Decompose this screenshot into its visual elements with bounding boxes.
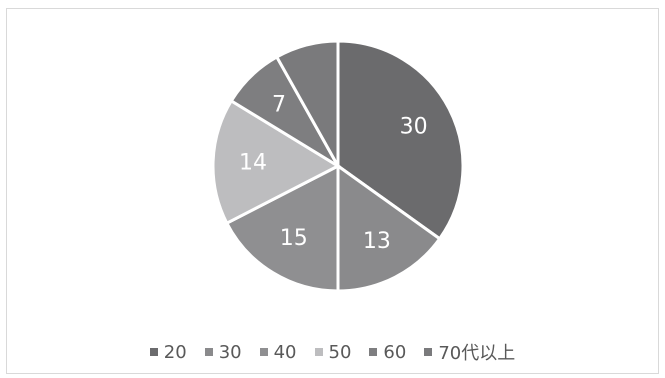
legend-swatch bbox=[369, 348, 378, 356]
pie-slice-20[interactable] bbox=[336, 39, 465, 241]
legend-item-30[interactable]: 30 bbox=[204, 341, 242, 363]
data-label-30: 13 bbox=[363, 229, 391, 254]
data-label-60: 7 bbox=[272, 92, 286, 117]
legend-item-20[interactable]: 20 bbox=[149, 341, 187, 363]
pie-slice-30[interactable] bbox=[336, 163, 442, 293]
legend-item-40[interactable]: 40 bbox=[259, 341, 297, 363]
legend-label: 20 bbox=[163, 341, 187, 363]
pie-slice-70代以上[interactable] bbox=[274, 39, 340, 172]
legend-label: 60 bbox=[383, 341, 407, 363]
legend-item-70代以上[interactable]: 70代以上 bbox=[424, 339, 515, 365]
legend-swatch bbox=[424, 348, 433, 356]
legend-swatch bbox=[149, 348, 158, 356]
data-label-20: 30 bbox=[400, 115, 428, 140]
pie-data-labels: 30 13 15 14 7 bbox=[239, 92, 428, 254]
chart-area: 30 13 15 14 7 20 30 40 50 60 70代以上 bbox=[6, 8, 659, 374]
legend-label: 40 bbox=[273, 341, 297, 363]
pie-slice-40[interactable] bbox=[224, 163, 340, 293]
legend-label: 70代以上 bbox=[438, 343, 516, 364]
data-label-50: 14 bbox=[239, 150, 267, 175]
legend-label: 50 bbox=[328, 341, 352, 363]
pie-slice-50[interactable] bbox=[211, 98, 342, 226]
legend-item-60[interactable]: 60 bbox=[369, 342, 406, 363]
chart-legend: 20 30 40 50 60 70代以上 bbox=[7, 339, 658, 365]
legend-swatch bbox=[314, 348, 323, 356]
legend-label: 30 bbox=[218, 341, 242, 363]
pie-slices bbox=[211, 39, 465, 293]
legend-swatch bbox=[259, 348, 268, 356]
data-label-40: 15 bbox=[280, 226, 308, 251]
legend-swatch bbox=[204, 348, 213, 356]
pie-chart: 30 13 15 14 7 bbox=[211, 39, 465, 293]
legend-item-50[interactable]: 50 bbox=[314, 341, 352, 363]
